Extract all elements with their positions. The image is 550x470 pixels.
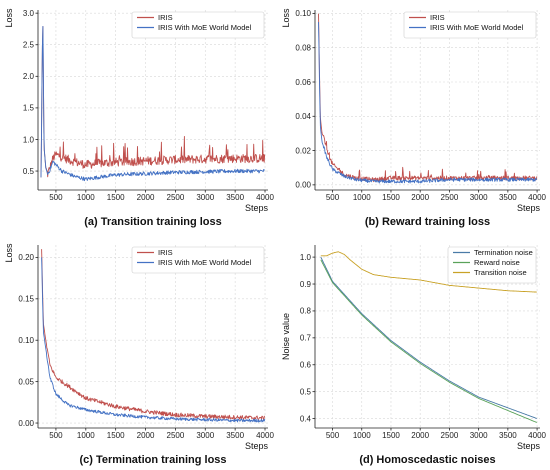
y-tick-label: 0.15 bbox=[18, 295, 34, 304]
y-tick-label: 0.6 bbox=[300, 361, 312, 370]
y-tick-label: 0.9 bbox=[300, 280, 312, 289]
x-tick-label: 2000 bbox=[411, 193, 429, 202]
panel-caption: (b) Reward training loss bbox=[365, 216, 490, 228]
x-tick-label: 500 bbox=[326, 431, 340, 440]
legend-label: IRIS With MoE World Model bbox=[158, 23, 252, 32]
x-tick-label: 3500 bbox=[226, 431, 244, 440]
legend-box bbox=[403, 11, 537, 39]
chart-panel-2: 500 1000 1500 2000 2500 3000 3500 4000 0.00 0.02 0… bbox=[281, 8, 547, 228]
x-tick-label: 2500 bbox=[167, 193, 185, 202]
series-line-3 bbox=[320, 251, 537, 293]
y-tick-label: 1.0 bbox=[300, 253, 312, 262]
y-tick-label: 3.0 bbox=[23, 9, 35, 18]
chart-panel-3: 500 1000 1500 2000 2500 3000 3500 4000 0.00 0.05 0… bbox=[4, 243, 274, 466]
x-tick-label: 3500 bbox=[499, 431, 517, 440]
x-tick-label: 2000 bbox=[137, 193, 155, 202]
x-tick-label: 4000 bbox=[256, 193, 274, 202]
x-tick-label: 3000 bbox=[470, 193, 488, 202]
chart-panel-4: 500 1000 1500 2000 2500 3000 3500 4000 0.4 0.5 0.6… bbox=[281, 245, 547, 466]
legend-label: IRIS bbox=[158, 13, 173, 22]
legend-box bbox=[447, 246, 537, 284]
x-tick-label: 2000 bbox=[137, 431, 155, 440]
legend-label: IRIS bbox=[158, 248, 173, 257]
y-tick-label: 0.8 bbox=[300, 307, 312, 316]
series-line-2 bbox=[40, 25, 265, 182]
series-line-2 bbox=[41, 257, 266, 423]
x-tick-label: 3000 bbox=[196, 193, 214, 202]
x-tick-label: 1500 bbox=[382, 193, 400, 202]
legend-label: IRIS With MoE World Model bbox=[158, 258, 252, 267]
series-line-2 bbox=[320, 259, 538, 423]
x-tick-label: 500 bbox=[49, 431, 63, 440]
y-tick-label: 2.5 bbox=[23, 41, 35, 50]
y-tick-label: 0.08 bbox=[295, 44, 311, 53]
series-line-1 bbox=[41, 249, 266, 421]
x-axis-label: Steps bbox=[245, 203, 269, 213]
legend-label: Reward noise bbox=[474, 258, 520, 267]
x-tick-label: 2000 bbox=[411, 431, 429, 440]
y-tick-label: 0.4 bbox=[300, 414, 312, 423]
y-tick-label: 0.06 bbox=[295, 78, 311, 87]
y-tick-label: 0.04 bbox=[295, 112, 311, 121]
x-tick-label: 2500 bbox=[441, 193, 459, 202]
x-tick-label: 3500 bbox=[499, 193, 517, 202]
x-tick-label: 4000 bbox=[528, 193, 546, 202]
legend-label: Transition noise bbox=[474, 268, 527, 277]
y-tick-label: 1.5 bbox=[23, 104, 35, 113]
y-tick-label: 0.05 bbox=[18, 377, 34, 386]
x-tick-label: 1500 bbox=[382, 431, 400, 440]
x-tick-label: 1000 bbox=[77, 193, 95, 202]
y-tick-label: 0.02 bbox=[295, 146, 311, 155]
x-tick-label: 1000 bbox=[353, 193, 371, 202]
panel-caption: (a) Transition training loss bbox=[84, 216, 222, 228]
legend-box bbox=[131, 246, 265, 274]
x-tick-label: 3500 bbox=[226, 193, 244, 202]
x-axis-label: Steps bbox=[245, 441, 269, 451]
x-tick-label: 1500 bbox=[107, 193, 125, 202]
y-tick-label: 0.20 bbox=[18, 253, 34, 262]
legend-box bbox=[131, 11, 265, 39]
x-axis-label: Steps bbox=[517, 203, 541, 213]
series-line-2 bbox=[318, 21, 538, 184]
x-tick-label: 4000 bbox=[528, 431, 546, 440]
panel-caption: (d) Homoscedastic noises bbox=[359, 454, 495, 466]
series-line-1 bbox=[320, 256, 538, 419]
x-tick-label: 3000 bbox=[196, 431, 214, 440]
x-tick-label: 500 bbox=[49, 193, 63, 202]
y-tick-label: 0.00 bbox=[295, 181, 311, 190]
y-tick-label: 2.0 bbox=[23, 72, 35, 81]
y-axis-label: Loss bbox=[4, 8, 14, 28]
y-tick-label: 1.0 bbox=[23, 135, 35, 144]
y-tick-label: 0.00 bbox=[18, 419, 34, 428]
x-tick-label: 2500 bbox=[167, 431, 185, 440]
y-tick-label: 0.10 bbox=[295, 9, 311, 18]
x-tick-label: 500 bbox=[326, 193, 340, 202]
y-tick-label: 0.10 bbox=[18, 336, 34, 345]
y-tick-label: 0.7 bbox=[300, 334, 312, 343]
x-tick-label: 1500 bbox=[107, 431, 125, 440]
legend-label: IRIS With MoE World Model bbox=[430, 23, 524, 32]
series-line-1 bbox=[318, 13, 538, 183]
x-axis-label: Steps bbox=[517, 441, 541, 451]
x-tick-label: 1000 bbox=[353, 431, 371, 440]
legend-label: Termination noise bbox=[474, 248, 533, 257]
y-tick-label: 0.5 bbox=[300, 387, 312, 396]
y-tick-label: 0.5 bbox=[23, 167, 35, 176]
y-axis-label: Loss bbox=[281, 8, 291, 28]
chart-panel-1: 500 1000 1500 2000 2500 3000 3500 4000 0.5 1.0 1.5… bbox=[4, 8, 274, 228]
x-tick-label: 3000 bbox=[470, 431, 488, 440]
legend-label: IRIS bbox=[430, 13, 445, 22]
y-axis-label: Noise value bbox=[281, 313, 291, 360]
x-tick-label: 4000 bbox=[256, 431, 274, 440]
y-axis-label: Loss bbox=[4, 243, 14, 263]
x-tick-label: 1000 bbox=[77, 431, 95, 440]
x-tick-label: 2500 bbox=[441, 431, 459, 440]
series-line-1 bbox=[40, 25, 266, 178]
panel-caption: (c) Termination training loss bbox=[79, 454, 226, 466]
